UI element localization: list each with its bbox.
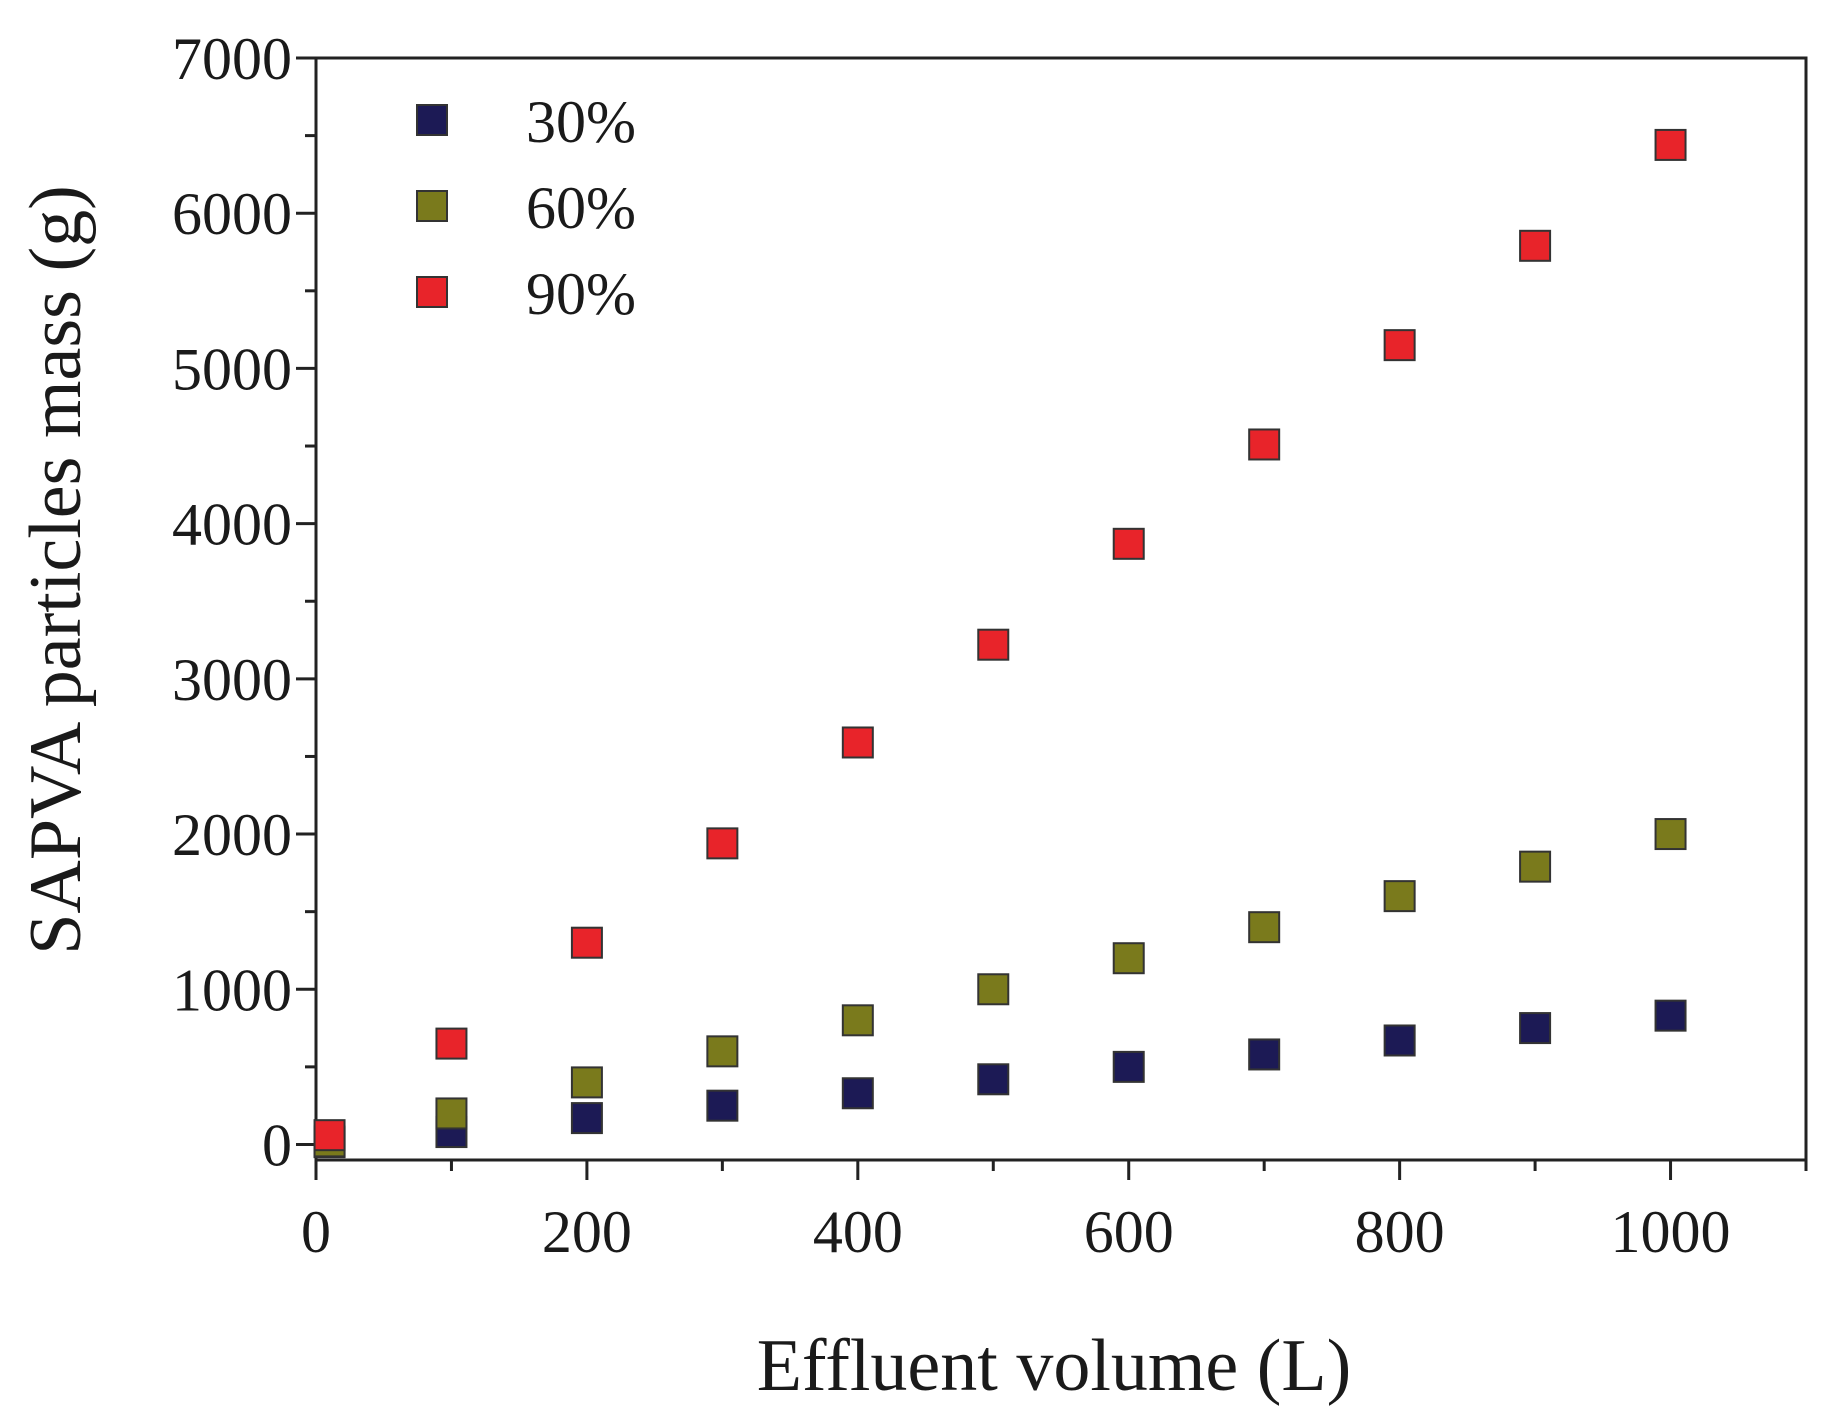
y-tick-label: 1000 xyxy=(172,957,292,1023)
data-series-layer xyxy=(313,128,1687,1159)
y-tick-label: 7000 xyxy=(172,26,292,92)
data-point xyxy=(1654,818,1687,851)
x-tick-label: 1000 xyxy=(1611,1199,1731,1265)
data-point xyxy=(841,1004,874,1037)
data-point xyxy=(435,1027,468,1060)
data-point xyxy=(1112,1050,1145,1083)
data-point xyxy=(977,1063,1010,1096)
legend: 30% 60% 90% xyxy=(416,89,636,327)
series-90-percent xyxy=(313,128,1687,1152)
y-tick-label: 5000 xyxy=(172,336,292,402)
y-axis-title: SAPVA particles mass (g) xyxy=(15,185,97,954)
data-point xyxy=(1519,229,1552,262)
legend-label: 90% xyxy=(526,261,636,327)
data-point xyxy=(1383,329,1416,362)
data-point xyxy=(706,1089,739,1122)
plot-frame xyxy=(314,56,1808,1162)
y-tick-label: 6000 xyxy=(172,181,292,247)
x-tick-label: 0 xyxy=(301,1199,331,1265)
legend-marker xyxy=(416,104,448,136)
x-axis-title: Effluent volume (L) xyxy=(757,1325,1352,1407)
y-tick-label: 2000 xyxy=(172,802,292,868)
data-point xyxy=(1383,880,1416,913)
y-tick-label: 4000 xyxy=(172,492,292,558)
data-point xyxy=(1654,128,1687,161)
legend-label: 60% xyxy=(526,175,636,241)
y-tick-label: 0 xyxy=(262,1112,292,1178)
data-point xyxy=(1112,527,1145,560)
data-point xyxy=(1383,1024,1416,1057)
data-point xyxy=(706,1035,739,1068)
data-point xyxy=(570,926,603,959)
data-point xyxy=(1519,850,1552,883)
x-tick-label: 400 xyxy=(813,1199,903,1265)
data-point xyxy=(1248,428,1281,461)
data-point xyxy=(706,827,739,860)
legend-label: 30% xyxy=(526,89,636,155)
data-point xyxy=(435,1097,468,1130)
data-point xyxy=(1519,1012,1552,1045)
data-point xyxy=(313,1119,346,1152)
x-tick-label: 800 xyxy=(1355,1199,1445,1265)
legend-marker xyxy=(416,190,448,222)
y-axis: 0 1000 2000 3000 4000 5000 6000 7000 xyxy=(172,26,316,1178)
data-point xyxy=(1654,999,1687,1032)
data-point xyxy=(977,628,1010,661)
data-point xyxy=(841,1077,874,1110)
x-axis: 0 200 400 600 800 1000 xyxy=(301,1160,1808,1265)
data-point xyxy=(570,1066,603,1099)
plot-border xyxy=(314,56,1808,1162)
data-point xyxy=(1248,1038,1281,1071)
y-tick-label: 3000 xyxy=(172,647,292,713)
series-30-percent xyxy=(313,999,1687,1159)
data-point xyxy=(1112,942,1145,975)
x-tick-label: 200 xyxy=(542,1199,632,1265)
data-point xyxy=(977,973,1010,1006)
data-point xyxy=(841,726,874,759)
data-point xyxy=(1248,911,1281,944)
series-60-percent xyxy=(313,818,1687,1158)
data-point xyxy=(570,1102,603,1135)
x-tick-label: 600 xyxy=(1084,1199,1174,1265)
legend-marker xyxy=(416,276,448,308)
